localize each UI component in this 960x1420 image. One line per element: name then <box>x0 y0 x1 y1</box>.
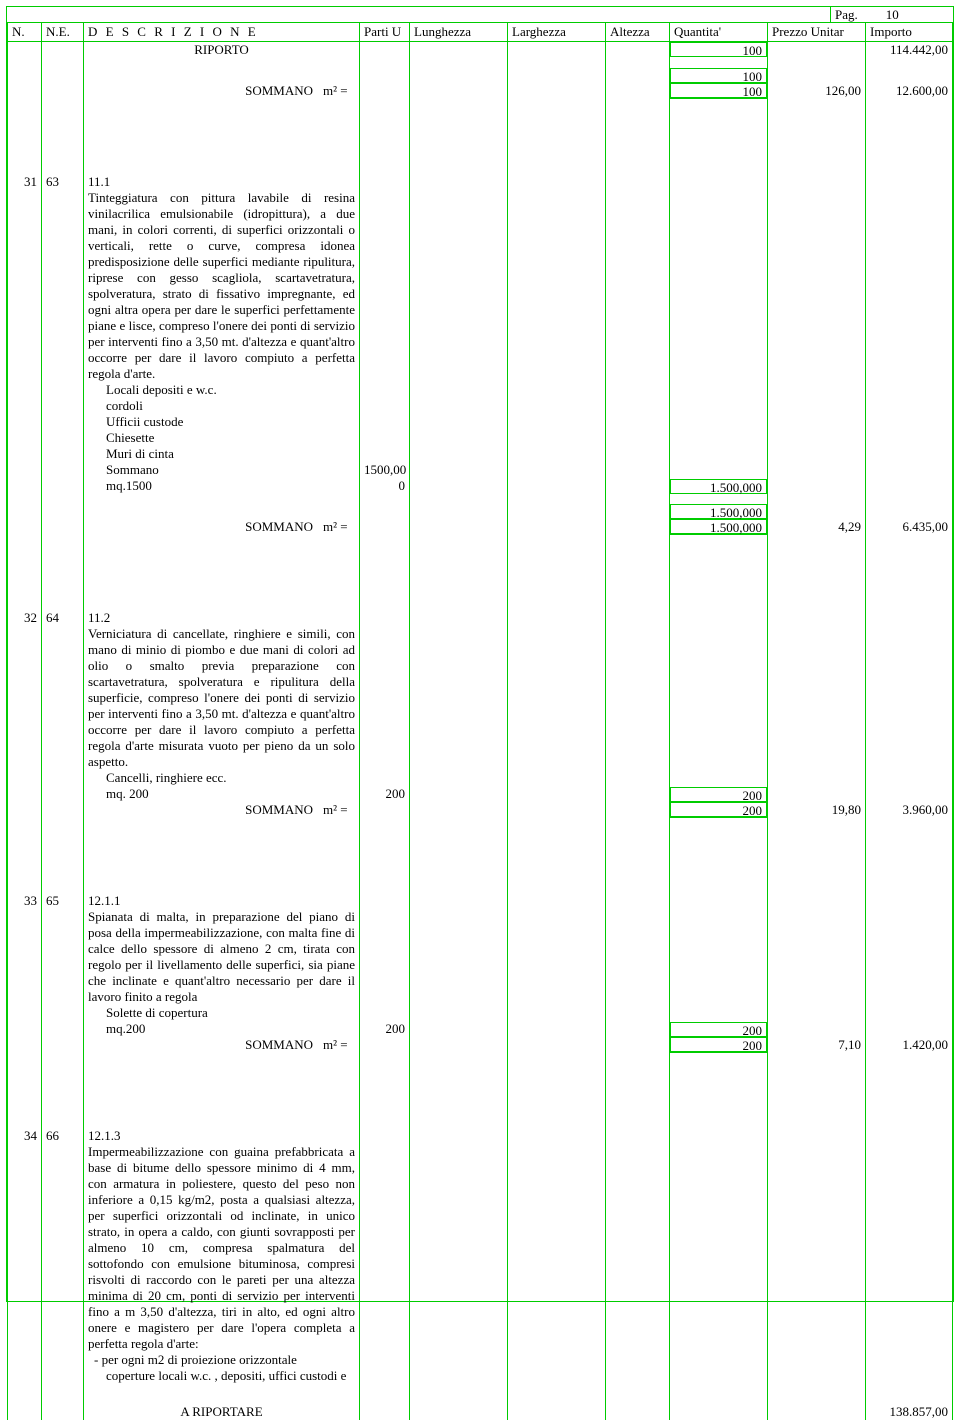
riporto-row: RIPORTO 100 114.442,00 <box>8 42 953 59</box>
item31-qta2: 1.500,000 <box>670 504 767 519</box>
item32-sum-lbl: SOMMANO <box>88 802 323 818</box>
riporto-qta2: 100 <box>670 68 767 83</box>
hdr-qta: Quantita' <box>670 23 768 42</box>
item33-pu: 200 <box>360 893 410 1037</box>
item33-sum-prz: 7,10 <box>768 1037 866 1068</box>
item31-qta1: 1.500,000 <box>670 479 767 494</box>
riporto-qta1: 100 <box>670 42 767 57</box>
item31-body: Tinteggiatura con pittura lavabile di re… <box>88 190 355 382</box>
item34-sub1: - per ogni m2 di proiezione orizzontale <box>88 1352 355 1368</box>
item31-sub4: Muri di cinta <box>88 446 355 462</box>
item31-sub2: Ufficii custode <box>88 414 355 430</box>
sommano-top-imp: 12.600,00 <box>866 83 953 114</box>
item31-sum-unit: m² = <box>323 519 355 535</box>
item31-sum-qta: 1.500,000 <box>670 519 767 534</box>
item33-sub1: mq.200 <box>88 1021 355 1037</box>
sommano-top-prz: 126,00 <box>768 83 866 114</box>
footer-label: A RIPORTARE <box>84 1404 360 1420</box>
item32-sum-row: SOMMANOm² = 200 19,80 3.960,00 <box>8 802 953 833</box>
item32-ne: 64 <box>42 610 84 802</box>
item34-code: 12.1.3 <box>88 1128 355 1144</box>
item33-row: 33 65 12.1.1 Spianata di malta, in prepa… <box>8 893 953 1037</box>
item32-sub0: Cancelli, ringhiere ecc. <box>88 770 355 786</box>
item33-body: Spianata di malta, in preparazione del p… <box>88 909 355 1005</box>
hdr-pu: Parti U <box>360 23 410 42</box>
item31-sub6: mq.1500 <box>88 478 355 494</box>
item33-sum-qta: 200 <box>670 1037 767 1052</box>
item32-sum-imp: 3.960,00 <box>866 802 953 833</box>
item31-sum-prz: 4,29 <box>768 519 866 550</box>
hdr-alt: Altezza <box>606 23 670 42</box>
item34-sub2: coperture locali w.c. , depositi, uffici… <box>88 1368 355 1384</box>
item31-pu2: 0 <box>364 478 405 494</box>
item31-sum-lbl: SOMMANO <box>88 519 323 535</box>
item31-pu1: 1500,00 <box>364 462 405 478</box>
page-label: Pag. <box>835 7 858 23</box>
item31-sum-imp: 6.435,00 <box>866 519 953 550</box>
sommano-top-unit: m² = <box>323 83 355 99</box>
page-num: 10 <box>886 7 899 23</box>
item34-ne: 66 <box>42 1128 84 1404</box>
item31-sub5: Sommano <box>88 462 355 478</box>
item31-sub0: Locali depositi e w.c. <box>88 382 355 398</box>
item31-n: 31 <box>8 174 42 494</box>
item32-body: Verniciatura di cancellate, ringhiere e … <box>88 626 355 770</box>
item31-sub3: Chiesette <box>88 430 355 446</box>
item33-sum-row: SOMMANOm² = 200 7,10 1.420,00 <box>8 1037 953 1068</box>
item31-ne: 63 <box>42 174 84 494</box>
footer-imp: 138.857,00 <box>866 1404 953 1420</box>
item32-pu: 200 <box>360 610 410 802</box>
hdr-prz: Prezzo Unitar <box>768 23 866 42</box>
item32-sum-unit: m² = <box>323 802 355 818</box>
item32-n: 32 <box>8 610 42 802</box>
item34-body: Impermeabilizzazione con guaina prefabbr… <box>88 1144 355 1352</box>
item32-row: 32 64 11.2 Verniciatura di cancellate, r… <box>8 610 953 802</box>
item33-code: 12.1.1 <box>88 893 355 909</box>
hdr-des: D E S C R I Z I O N E <box>84 23 360 42</box>
item32-code: 11.2 <box>88 610 355 626</box>
hdr-imp: Importo <box>866 23 953 42</box>
item34-row: 34 66 12.1.3 Impermeabilizzazione con gu… <box>8 1128 953 1404</box>
item31-code: 11.1 <box>88 174 355 190</box>
main-table: N. N.E. D E S C R I Z I O N E Parti U Lu… <box>7 22 953 1420</box>
item32-sum-qta: 200 <box>670 802 767 817</box>
item33-sub0: Solette di copertura <box>88 1005 355 1021</box>
header-row: N. N.E. D E S C R I Z I O N E Parti U Lu… <box>8 23 953 42</box>
riporto-imp: 114.442,00 <box>866 42 953 59</box>
sommano-top-row: SOMMANOm² = 100 126,00 12.600,00 <box>8 83 953 114</box>
item33-ne: 65 <box>42 893 84 1037</box>
item31-qta2-row: 1.500,000 <box>8 494 953 519</box>
item32-qta: 200 <box>670 787 767 802</box>
item33-n: 33 <box>8 893 42 1037</box>
item31-sum-row: SOMMANOm² = 1.500,000 4,29 6.435,00 <box>8 519 953 550</box>
sommano-top-lbl: SOMMANO <box>88 83 323 99</box>
item31-row: 31 63 11.1 Tinteggiatura con pittura lav… <box>8 174 953 494</box>
riporto-row2: 100 <box>8 58 953 83</box>
item32-sum-prz: 19,80 <box>768 802 866 833</box>
hdr-lar: Larghezza <box>508 23 606 42</box>
item33-qta: 200 <box>670 1022 767 1037</box>
footer-row: A RIPORTARE 138.857,00 <box>8 1404 953 1420</box>
item33-sum-unit: m² = <box>323 1037 355 1053</box>
hdr-n: N. <box>8 23 42 42</box>
hdr-ne: N.E. <box>42 23 84 42</box>
item33-sum-imp: 1.420,00 <box>866 1037 953 1068</box>
item33-sum-lbl: SOMMANO <box>88 1037 323 1053</box>
item34-n: 34 <box>8 1128 42 1404</box>
page-number: Pag. 10 <box>830 6 954 22</box>
hdr-lun: Lunghezza <box>410 23 508 42</box>
riporto-label: RIPORTO <box>84 42 360 59</box>
item31-sub1: cordoli <box>88 398 355 414</box>
item32-sub1: mq. 200 <box>88 786 355 802</box>
sommano-top-qta: 100 <box>670 83 767 98</box>
